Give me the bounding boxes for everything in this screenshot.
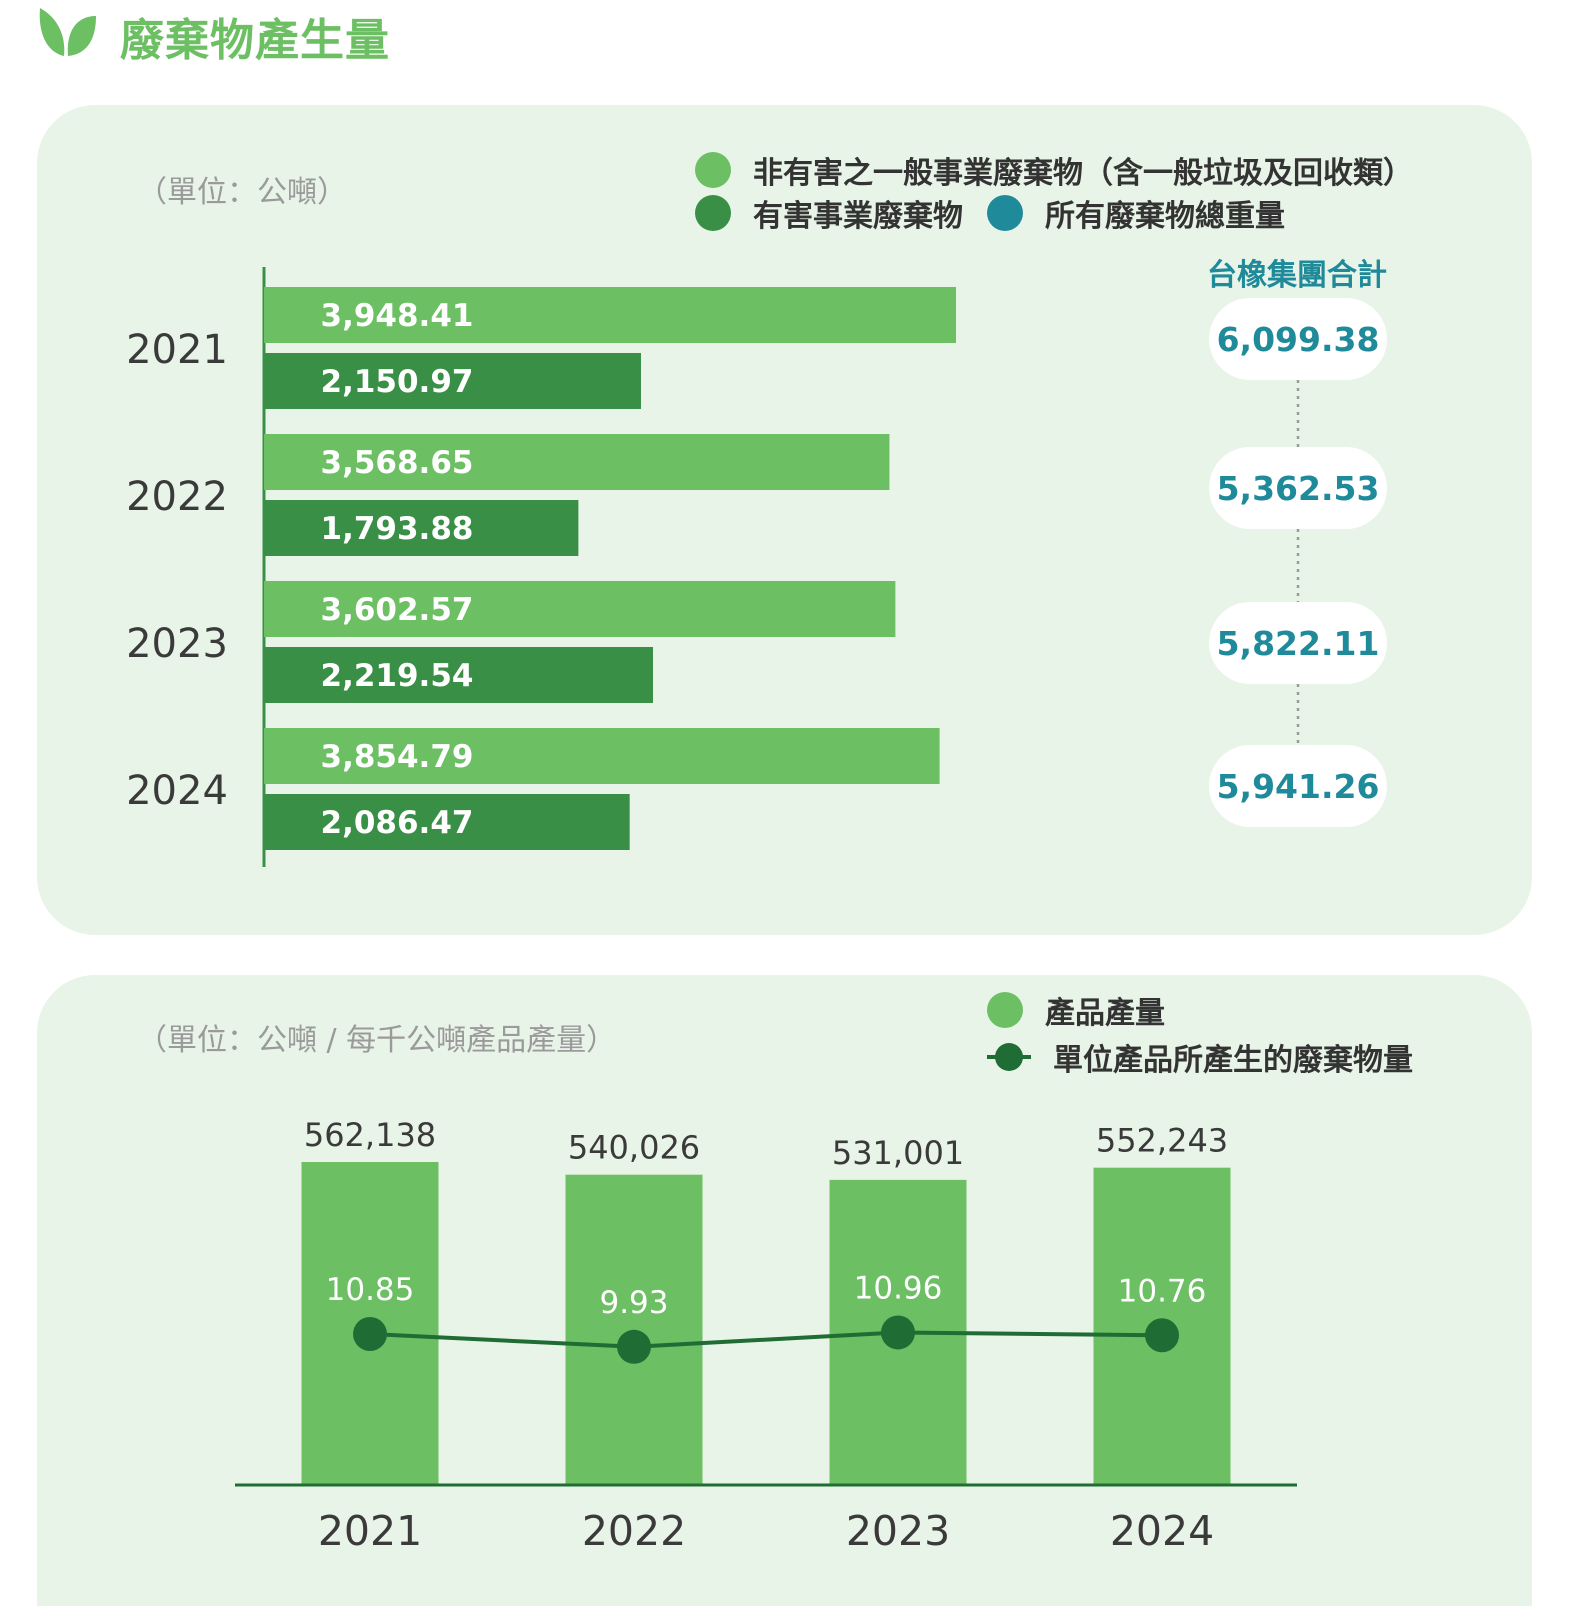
- legend-swatch-light-green: [987, 992, 1023, 1028]
- line-value-label: 9.93: [599, 1285, 668, 1321]
- legend-label: 有害事業廢棄物: [753, 199, 963, 234]
- x-tick-label: 2021: [318, 1507, 422, 1555]
- legend-label: 非有害之一般事業廢棄物（含一般垃圾及回收類）: [753, 156, 1413, 191]
- per-unit-point: [881, 1315, 915, 1350]
- leaf-icon: [39, 8, 96, 56]
- per-unit-point: [1145, 1318, 1179, 1353]
- bar-value-label: 3,568.65: [321, 445, 474, 481]
- legend-per-unit: 單位產品所產生的廢棄物量: [987, 1037, 1413, 1078]
- production-panel: （單位：公噸 / 每千公噸產品產量） 產品產量 單位產品所產生的廢棄物量 562…: [37, 975, 1532, 1606]
- total-pill: 6,099.38: [1209, 298, 1387, 380]
- waste-panel: （單位：公噸） 非有害之一般事業廢棄物（含一般垃圾及回收類） 有害事業廢棄物 所…: [37, 105, 1532, 935]
- bar-non-hazardous: [264, 581, 896, 637]
- bar-hazardous: [264, 794, 630, 850]
- bar-value-label: 3,854.79: [321, 739, 474, 775]
- horizontal-bar-chart: 3,948.41 2,150.97 2021 3,568.65 1,793.88 2022…: [126, 267, 1300, 867]
- bar-value-label: 3,948.41: [321, 298, 474, 334]
- x-tick-label: 2022: [582, 1507, 686, 1555]
- unit-label: （單位：公噸 / 每千公噸產品產量）: [137, 1023, 617, 1058]
- legend-label: 單位產品所產生的廢棄物量: [1053, 1043, 1413, 1078]
- bar-value-label: 2,219.54: [321, 658, 474, 694]
- legend-non-hazardous: 非有害之一般事業廢棄物（含一般垃圾及回收類）: [695, 150, 1413, 191]
- bar-non-hazardous: [264, 434, 890, 490]
- bar-hazardous: [264, 647, 653, 703]
- legend-total: 所有廢棄物總重量: [987, 193, 1285, 234]
- bar-hazardous: [264, 500, 579, 556]
- line-value-label: 10.96: [854, 1270, 943, 1306]
- bar-value-label: 2,086.47: [321, 805, 474, 841]
- page-title: 廢棄物產生量: [120, 15, 390, 66]
- line-value-label: 10.76: [1118, 1273, 1207, 1309]
- category-label: 2023: [126, 621, 228, 667]
- production-bar-line-chart: 562,138 2021 540,026 2022 531,001 2023 552,243…: [235, 1116, 1297, 1555]
- category-label: 2021: [126, 327, 228, 373]
- legend-hazardous: 有害事業廢棄物: [695, 193, 963, 234]
- legend-line-marker: [987, 1037, 1031, 1077]
- bar-value-label: 552,243: [1096, 1122, 1228, 1160]
- per-unit-line: [369, 1330, 1163, 1349]
- per-unit-point: [617, 1329, 651, 1364]
- category-label: 2022: [126, 474, 228, 520]
- unit-label: （單位：公噸）: [137, 175, 347, 210]
- x-tick-label: 2023: [846, 1507, 950, 1555]
- bar-hazardous: [264, 353, 641, 409]
- bar-value-label: 540,026: [568, 1129, 700, 1167]
- legend-swatch-dark-green: [695, 195, 731, 231]
- legend-production: 產品產量: [987, 990, 1165, 1031]
- category-label: 2024: [126, 768, 228, 814]
- legend-swatch-teal: [987, 195, 1023, 231]
- bar-value-label: 3,602.57: [321, 592, 474, 628]
- legend-swatch-light-green: [695, 152, 731, 188]
- per-unit-point: [353, 1317, 387, 1351]
- bar-value-label: 531,001: [832, 1134, 964, 1172]
- line-value-label: 10.85: [326, 1272, 415, 1308]
- bar-non-hazardous: [264, 287, 956, 343]
- bar-value-label: 1,793.88: [321, 511, 474, 547]
- total-pill: 5,362.53: [1209, 447, 1387, 529]
- bar-non-hazardous: [264, 728, 940, 784]
- bar-value-label: 562,138: [304, 1116, 436, 1154]
- x-tick-label: 2024: [1110, 1507, 1214, 1555]
- page-header: 廢棄物產生量: [36, 0, 636, 66]
- total-pill: 5,822.11: [1209, 602, 1387, 684]
- total-pill: 5,941.26: [1209, 745, 1387, 827]
- bar-value-label: 2,150.97: [321, 364, 474, 400]
- legend-label: 所有廢棄物總重量: [1045, 199, 1285, 234]
- total-group-title: 台橡集團合計: [1207, 258, 1387, 293]
- legend-label: 產品產量: [1045, 996, 1165, 1031]
